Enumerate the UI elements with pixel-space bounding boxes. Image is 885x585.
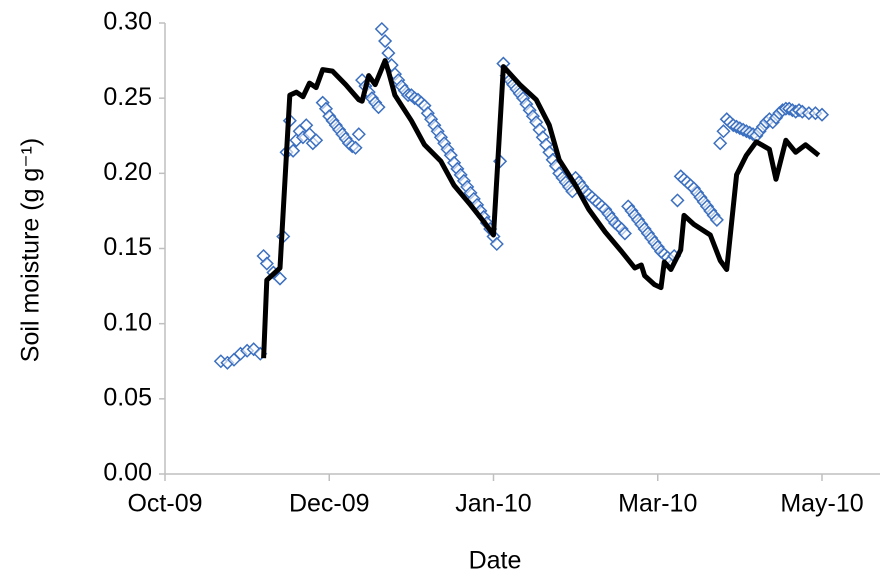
x-tick-label: May-10 [780,490,863,518]
diamond-marker [371,100,386,115]
diamond-marker [259,256,274,271]
x-tick-label: Jan-10 [455,490,531,518]
diamond-marker [716,124,731,139]
y-tick-label: 0.30 [103,8,152,36]
diamond-marker [351,127,366,142]
x-axis-title: Date [469,547,522,575]
diamond-marker [309,133,324,148]
diamond-marker [489,236,504,252]
diamond-marker [670,193,685,208]
diamond-marker [814,107,830,122]
x-tick-label: Oct-09 [127,490,202,518]
y-axis-title: Soil moisture (g g⁻¹) [17,138,45,362]
diamond-marker [617,226,632,241]
y-tick-label: 0.05 [103,383,152,411]
x-tick-label: Dec-09 [289,490,370,518]
y-tick-label: 0.20 [103,158,152,186]
diamond-marker [709,212,724,227]
diamond-marker [713,136,728,151]
y-tick-label: 0.15 [103,233,152,261]
diamond-marker [348,140,363,155]
x-tick-label: Mar-10 [618,490,697,518]
diamond-marker [272,271,288,286]
line-series [261,58,821,359]
y-tick-label: 0.10 [103,308,152,336]
y-tick-label: 0.25 [103,83,152,111]
y-tick-label: 0.00 [103,459,152,487]
diamond-marker [381,46,396,61]
diamond-marker [374,21,389,37]
diamond-marker [378,33,393,49]
